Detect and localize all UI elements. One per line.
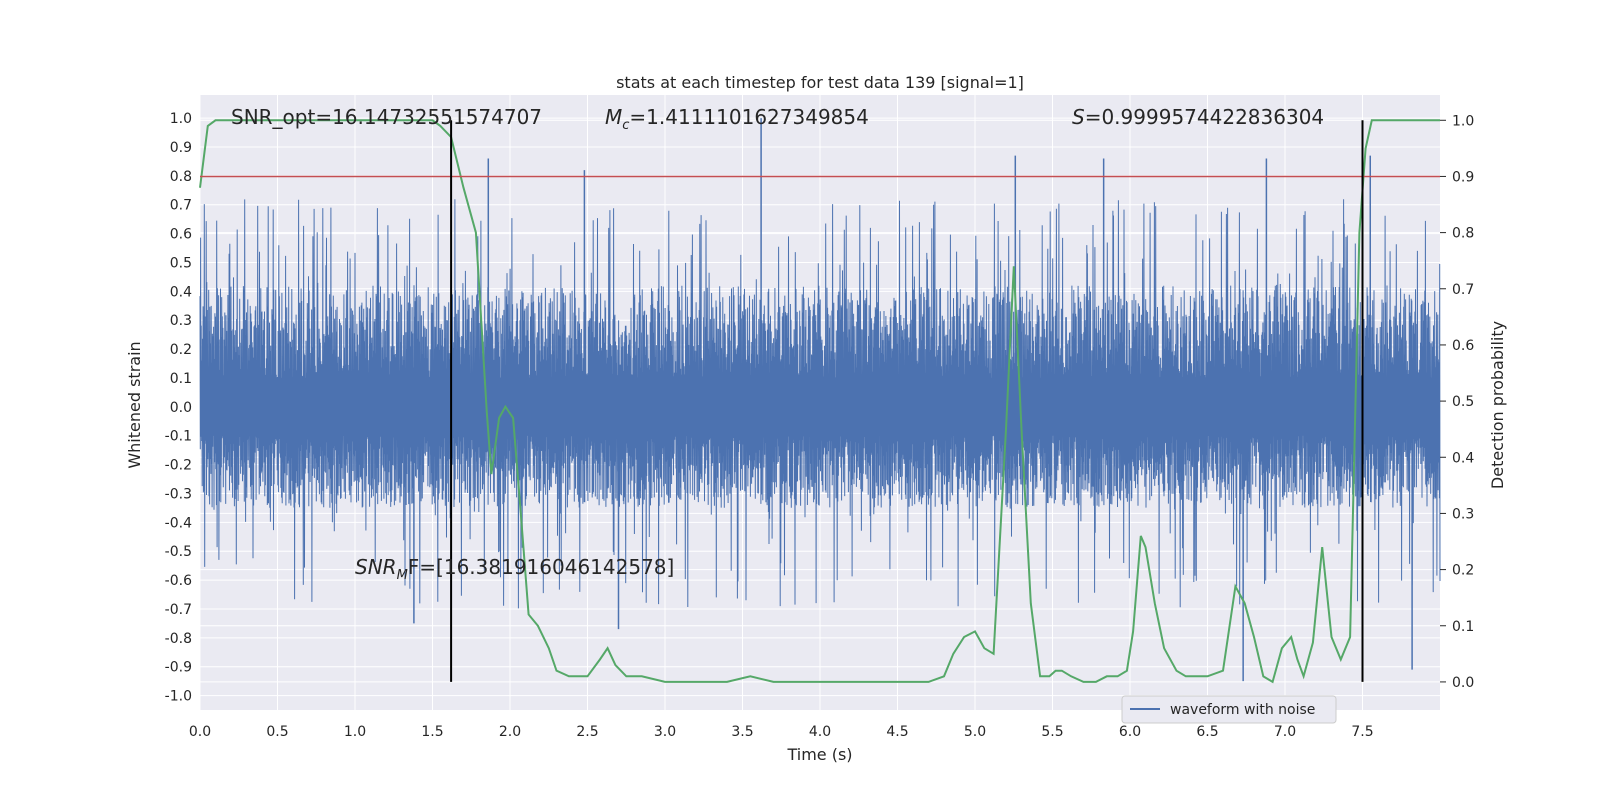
y-tick-label: -1.0 <box>165 689 192 705</box>
x-tick-label: 1.5 <box>421 724 443 740</box>
y-tick-label: -0.3 <box>165 486 192 502</box>
annotation-mc-symbol: M <box>605 105 622 129</box>
y-tick-label: 0.1 <box>170 371 192 387</box>
legend: waveform with noise <box>1121 695 1337 724</box>
y-tick-label: 0.2 <box>170 342 192 358</box>
x-tick-label: 1.0 <box>344 724 366 740</box>
x-tick-label: 0.5 <box>266 724 288 740</box>
x-tick-label: 2.5 <box>576 724 598 740</box>
y-right-tick-label: 0.5 <box>1452 394 1474 410</box>
y-right-tick-label: 0.3 <box>1452 506 1474 522</box>
x-tick-label: 3.5 <box>731 724 753 740</box>
annotation-s-symbol: S <box>1072 105 1085 129</box>
annotation-snr-mf-symbol: SNR <box>355 555 397 579</box>
legend-label: waveform with noise <box>1170 702 1315 718</box>
y-right-tick-label: 0.1 <box>1452 619 1474 635</box>
y-tick-label: -0.2 <box>165 458 192 474</box>
annotation-s-value: =0.9999574422836304 <box>1085 105 1324 129</box>
annotation-mc-value: =1.4111101627349854 <box>629 105 868 129</box>
y-tick-label: -0.5 <box>165 544 192 560</box>
y-tick-label: -0.9 <box>165 660 192 676</box>
x-tick-label: 6.0 <box>1119 724 1141 740</box>
y-tick-label: 1.0 <box>170 111 192 127</box>
x-tick-label: 2.0 <box>499 724 521 740</box>
x-tick-label: 3.0 <box>654 724 676 740</box>
x-axis-label: Time (s) <box>786 745 852 764</box>
y-tick-labels: 1.0 0.9 0.8 0.7 0.6 0.5 0.4 0.3 0.2 0.1 0.0 -0.1 -0.… <box>165 111 192 704</box>
marker-lines <box>200 120 1440 682</box>
probability-series <box>199 119 1440 684</box>
annotation-snr-opt: SNR_opt=16.14732551574707 <box>231 105 542 129</box>
y-tick-label: -0.7 <box>165 602 192 618</box>
x-tick-label: 4.5 <box>886 724 908 740</box>
annotation-snr-mf-sub: M <box>397 568 408 583</box>
x-tick-label: 6.5 <box>1196 724 1218 740</box>
y-tick-label: -0.6 <box>165 573 192 589</box>
y-tick-label: 0.4 <box>170 284 192 300</box>
waveform-line <box>199 199 1441 609</box>
y-tick-label: -0.4 <box>165 515 192 531</box>
x-tick-label: 7.5 <box>1351 724 1373 740</box>
x-tick-label: 5.5 <box>1041 724 1063 740</box>
x-tick-label: 5.0 <box>964 724 986 740</box>
annotation-mc-sub: c <box>622 118 629 133</box>
annotation-snr-mf: SNRMF=[16.381916046142578] <box>355 555 674 583</box>
y-right-tick-label: 0.6 <box>1452 338 1474 354</box>
y-right-axis-label: Detection probability <box>1488 321 1507 489</box>
x-tick-label: 7.0 <box>1274 724 1296 740</box>
y-right-tick-label: 0.2 <box>1452 563 1474 579</box>
y-tick-label: -0.8 <box>165 631 192 647</box>
y-tick-label: 0.8 <box>170 169 192 185</box>
y-tick-label: 0.7 <box>170 198 192 214</box>
y-axis-label: Whitened strain <box>125 341 144 468</box>
x-tick-labels: 0.0 0.5 1.0 1.5 2.0 2.5 3.0 3.5 4.0 4.5 5.0 5.5 6.0 6… <box>189 724 1374 740</box>
y-right-tick-label: 0.7 <box>1452 282 1474 298</box>
y-tick-label: 0.6 <box>170 227 192 243</box>
annotation-s: S=0.9999574422836304 <box>1072 105 1324 129</box>
y-right-tick-label: 0.9 <box>1452 169 1474 185</box>
legend-box <box>1121 695 1337 724</box>
chart-title: stats at each timestep for test data 139… <box>616 73 1024 92</box>
y-tick-label: -0.1 <box>165 429 192 445</box>
y-right-tick-label: 0.0 <box>1452 675 1474 691</box>
annotation-snr-mf-value: F=[16.381916046142578] <box>408 555 675 579</box>
y-tick-label: 0.9 <box>170 140 192 156</box>
x-tick-label: 0.0 <box>189 724 211 740</box>
y-tick-label: 0.0 <box>170 400 192 416</box>
y-tick-label: 0.3 <box>170 313 192 329</box>
y-right-tick-labels: 1.0 0.9 0.8 0.7 0.6 0.5 0.4 0.3 0.2 0.1 0.0 <box>1440 113 1474 691</box>
y-right-tick-label: 0.4 <box>1452 450 1474 466</box>
annotation-mc: Mc=1.4111101627349854 <box>605 105 869 133</box>
y-right-tick-label: 1.0 <box>1452 113 1474 129</box>
detection-probability-line <box>199 119 1440 684</box>
x-tick-label: 4.0 <box>809 724 831 740</box>
y-right-tick-label: 0.8 <box>1452 226 1474 242</box>
waveform-series <box>199 118 1441 682</box>
y-tick-label: 0.5 <box>170 255 192 271</box>
